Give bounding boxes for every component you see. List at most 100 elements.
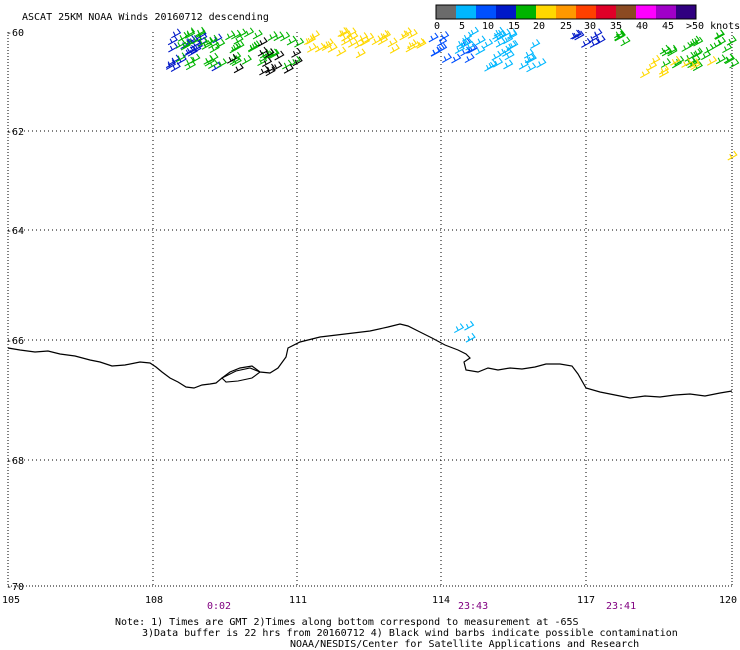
wind-barb (283, 63, 294, 74)
wind-barb (231, 56, 242, 67)
wind-barb (688, 38, 699, 48)
wind-barb (241, 54, 252, 65)
wind-barb (496, 30, 507, 40)
wind-barb (175, 52, 186, 63)
wind-barb (364, 32, 375, 43)
colorbar-label: >50 knots (686, 21, 740, 32)
wind-barb (167, 35, 178, 46)
wind-barb (724, 54, 736, 65)
wind-barb (441, 53, 453, 63)
wind-barb (711, 39, 723, 50)
wind-barb (244, 27, 255, 38)
lon-label: 108 (145, 595, 163, 606)
wind-barb (650, 54, 661, 65)
colorbar-swatch (536, 5, 556, 19)
wind-barb (430, 46, 441, 57)
wind-barb (660, 58, 672, 68)
wind-barb (371, 35, 382, 46)
lat-label: -64 (6, 226, 24, 237)
map-title: ASCAT 25KM NOAA Winds 20160712 descendin… (22, 12, 269, 23)
wind-barb (309, 30, 321, 41)
wind-barb (378, 30, 389, 40)
wind-barb (508, 40, 519, 50)
wind-speed-colorbar (435, 4, 697, 20)
lat-label: -60 (6, 28, 24, 39)
colorbar-swatch (516, 5, 536, 19)
wind-barb (267, 31, 278, 41)
wind-barb (401, 27, 412, 38)
wind-barb (292, 56, 303, 67)
lat-label: -68 (6, 456, 24, 467)
lat-label: -70 (6, 582, 24, 593)
wind-barb (236, 28, 247, 39)
wind-barb (341, 31, 352, 42)
colorbar-labels: 0 5 10 15 20 25 30 35 40 45 >50 knots (434, 21, 740, 32)
wind-barb (715, 54, 726, 65)
wind-barb (257, 37, 268, 47)
wind-barb (380, 30, 392, 41)
wind-barb (165, 60, 177, 70)
wind-barb (523, 48, 535, 59)
wind-barb (614, 31, 625, 42)
wind-barb (661, 46, 672, 57)
wind-barb (714, 30, 725, 40)
wind-barb (493, 26, 504, 37)
wind-barb (265, 66, 276, 77)
wind-barb (691, 48, 702, 59)
footnote-line: NOAA/NESDIS/Center for Satellite Applica… (290, 639, 639, 650)
wind-barb (692, 47, 703, 58)
wind-barb (658, 64, 670, 75)
time-label: 23:41 (606, 601, 636, 612)
wind-barb (465, 40, 476, 51)
wind-barb (690, 54, 701, 65)
colorbar-swatch (676, 5, 696, 19)
wind-barb (321, 41, 332, 51)
wind-barb (259, 65, 270, 76)
wind-barb (203, 54, 214, 65)
colorbar-label: 35 (610, 21, 622, 32)
wind-barb (681, 58, 692, 68)
wind-barb (659, 44, 670, 55)
colorbar-label: 45 (662, 21, 674, 32)
wind-barb (491, 50, 502, 61)
wind-barb (729, 58, 740, 69)
wind-barb (208, 59, 219, 69)
wind-barb (274, 50, 285, 61)
wind-barb (182, 38, 193, 49)
wind-barb (483, 38, 494, 49)
wind-barb (407, 39, 418, 49)
wind-barb (170, 62, 181, 72)
colorbar-label: 20 (533, 21, 545, 32)
wind-barb (209, 43, 220, 54)
wind-barb (198, 37, 209, 47)
colorbar-swatch (616, 5, 636, 19)
wind-barb (495, 37, 506, 48)
wind-barb (468, 26, 480, 37)
wind-barb (262, 57, 273, 67)
wind-barb (337, 27, 348, 37)
wind-barb (439, 31, 450, 41)
wind-barb (581, 38, 592, 48)
wind-barb (707, 55, 718, 66)
wind-barb (454, 44, 465, 55)
wind-barb (414, 37, 425, 48)
wind-barb (690, 60, 701, 71)
wind-barb (387, 37, 398, 48)
wind-barb (681, 42, 692, 52)
colorbar-label: 10 (482, 21, 494, 32)
wind-barb (286, 35, 297, 46)
colorbar-swatch (496, 5, 516, 19)
wind-barb (273, 31, 284, 42)
wind-barb (264, 48, 275, 58)
wind-barb (291, 47, 302, 58)
wind-barb (526, 53, 537, 64)
wind-barb (290, 55, 301, 66)
wind-barb (195, 26, 206, 37)
wind-barb (389, 43, 400, 54)
wind-barb (252, 29, 263, 40)
wind-barb (282, 59, 293, 70)
footnote-line: 3)Data buffer is 22 hrs from 20160712 4)… (142, 628, 678, 639)
time-label: 23:43 (458, 601, 488, 612)
wind-barb (428, 32, 439, 43)
wind-barb (456, 37, 467, 48)
